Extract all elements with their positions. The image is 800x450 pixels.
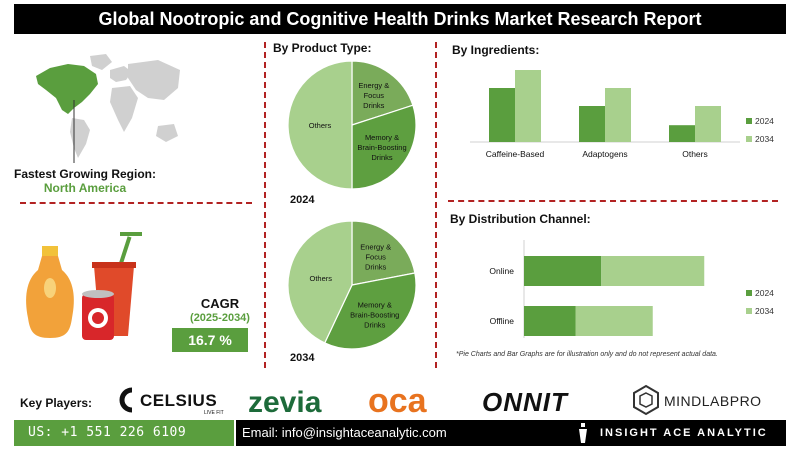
distribution-legend-swatch-2024: [746, 290, 752, 296]
right-divider: [448, 200, 778, 202]
world-map: [36, 54, 180, 163]
celsius-logo: CELSIUS LIVE FIT: [119, 387, 224, 416]
pie-chart-2024: Energy & Focus Drinks Memory & Brain-Boostin…: [287, 60, 417, 190]
pie-slice-1-0: [351, 220, 416, 286]
report-title: Global Nootropic and Cognitive Health Dr…: [14, 4, 786, 34]
drinks-illustration: [26, 232, 142, 340]
divider-middle-right: [435, 42, 437, 368]
map-europe: [110, 66, 132, 82]
ingredients-bar-2034-2: [695, 106, 721, 142]
zevia-logo: zevia: [248, 386, 322, 418]
illustration-note: *Pie Charts and Bar Graphs are for illus…: [456, 351, 718, 358]
distribution-bar-2034-0: [601, 256, 705, 286]
onnit-logo: ONNIT: [482, 387, 569, 416]
pie-label-1-0: Energy & Focus Drinks: [360, 242, 391, 271]
distribution-legend-2034: 2034: [755, 306, 774, 316]
distribution-bar-2024-1: [524, 306, 576, 336]
celsius-tagline: LIVE FIT: [204, 410, 224, 416]
mindlabpro-logo: MINDLABPRO: [633, 384, 762, 416]
ingredients-legend-swatch-2034: [746, 136, 752, 142]
oca-logo: oca: [368, 382, 428, 418]
ingredients-bar-2024-1: [579, 106, 605, 142]
ingredients-tick-1: Adaptogens: [582, 149, 627, 159]
map-south-america: [70, 118, 90, 158]
ingredients-legend-swatch-2024: [746, 118, 752, 124]
map-africa: [110, 86, 138, 132]
pie-year-2024: 2024: [290, 194, 315, 206]
region-value: North America: [43, 181, 127, 195]
ingredients-legend-2024: 2024: [755, 116, 774, 126]
pie-label-1-1: Memory & Brain-Boosting Drinks: [350, 300, 399, 329]
ingredients-tick-0: Caffeine-Based: [486, 149, 545, 159]
ingredients-legend-2034: 2034: [755, 134, 774, 144]
email-address[interactable]: Email: info@insightaceanalytic.com: [236, 420, 786, 446]
onnit-text: ONNIT: [482, 387, 569, 416]
pie-label-0-1: Memory & Brain-Boosting Drinks: [357, 133, 406, 162]
distribution-bar-2034-1: [575, 306, 653, 336]
pie-slice-1-1: [323, 272, 417, 350]
product-type-title: By Product Type:: [273, 41, 372, 55]
mindlabpro-text: MINDLABPRO: [664, 393, 762, 409]
distribution-tick-0: Online: [489, 266, 514, 276]
cagr-label: CAGR: [200, 296, 240, 311]
pie-year-2034: 2034: [290, 352, 315, 364]
region-label: Fastest Growing Region:: [13, 167, 156, 181]
ingredients-bar-2034-0: [515, 70, 541, 142]
zevia-text: zevia: [248, 386, 322, 418]
pie-label-0-0: Energy & Focus Drinks: [358, 81, 389, 110]
phone-number[interactable]: US: +1 551 226 6109: [14, 420, 234, 446]
pie-slice-1-2: [287, 220, 353, 344]
insightace-brand: INSIGHT ACE ANALYTIC: [600, 427, 768, 439]
cagr-value: 16.7 %: [172, 328, 248, 352]
cagr-years: (2025-2034): [190, 312, 250, 324]
ingredients-bar-2024-0: [489, 88, 515, 142]
map-australia: [156, 124, 178, 142]
distribution-tick-1: Offline: [490, 316, 515, 326]
ingredients-bar-chart: Caffeine-Based Adaptogens Others 2024 2034: [470, 70, 774, 159]
celsius-text: CELSIUS: [140, 391, 217, 410]
map-greenland: [90, 54, 112, 70]
oca-text: oca: [368, 382, 428, 418]
insightace-icon: [579, 423, 587, 443]
distribution-legend-2024: 2024: [755, 288, 774, 298]
map-asia: [128, 60, 180, 100]
pie-slice-0-1: [351, 104, 417, 190]
left-divider: [20, 202, 252, 204]
key-players-label: Key Players:: [20, 396, 93, 410]
map-north-america: [36, 64, 98, 114]
ingredients-bar-2034-1: [605, 88, 631, 142]
ingredients-bar-2024-2: [669, 125, 695, 142]
pie-label-1-2: Others: [310, 274, 333, 283]
pie-chart-2034: Energy & Focus Drinks Memory & Brain-Boostin…: [287, 220, 417, 350]
ingredients-tick-2: Others: [682, 149, 708, 159]
distribution-bar-chart: Online Offline 2024 2034: [489, 240, 774, 338]
pie-slice-0-2: [287, 60, 353, 190]
pie-slice-0-0: [351, 60, 414, 126]
divider-left-middle: [264, 42, 266, 368]
distribution-legend-swatch-2034: [746, 308, 752, 314]
pie-label-0-2: Others: [309, 121, 332, 130]
distribution-title: By Distribution Channel:: [450, 212, 591, 226]
distribution-bar-2024-0: [524, 256, 602, 286]
ingredients-title: By Ingredients:: [452, 43, 540, 57]
